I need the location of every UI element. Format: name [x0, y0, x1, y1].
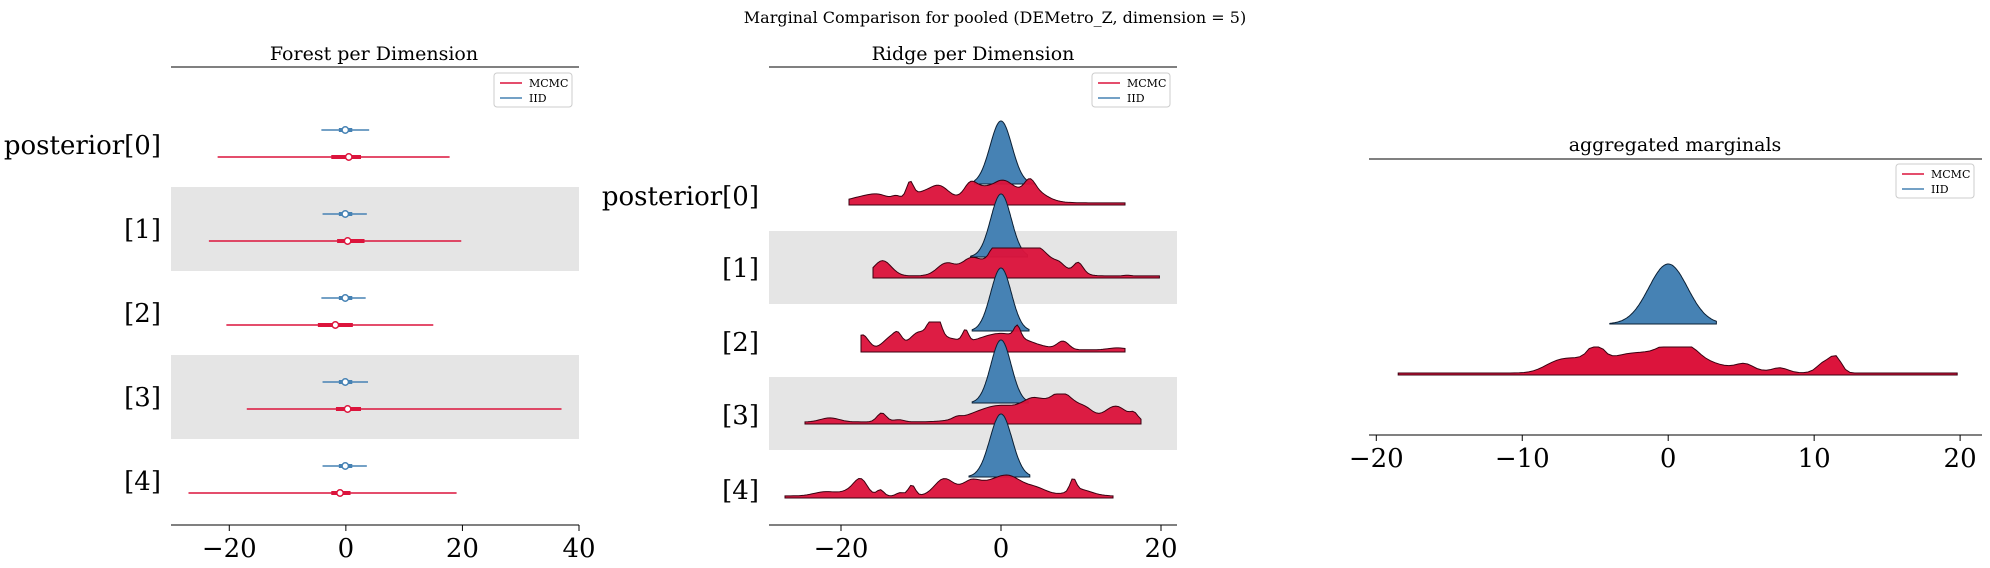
mcmc-density-ridge — [804, 393, 1142, 425]
x-tick-label: 40 — [562, 534, 595, 564]
forest-panel-title: Forest per Dimension — [270, 43, 478, 65]
x-tick-label: −20 — [202, 534, 257, 564]
row-label: [3] — [722, 401, 759, 431]
aggregated-panel: aggregated marginals MCMC IID −20 −10 0 10 20 — [1349, 134, 1982, 474]
row-label: [4] — [722, 476, 759, 506]
x-tick-label: −10 — [1495, 444, 1550, 474]
ridge-panel-title: Ridge per Dimension — [872, 43, 1075, 65]
x-tick-label: −20 — [814, 534, 869, 564]
row-shade-band — [171, 355, 579, 439]
row-label: [1] — [722, 254, 759, 284]
x-tick-label: 0 — [1660, 444, 1677, 474]
iid-median-point — [341, 294, 350, 302]
iid-density-ridge — [971, 339, 1029, 404]
row-label: posterior[0] — [602, 182, 759, 212]
row-shade-band — [171, 187, 579, 271]
legend-label-mcmc: MCMC — [529, 77, 568, 90]
mcmc-median-point — [331, 321, 340, 329]
row-label: [3] — [124, 383, 161, 413]
legend-label-mcmc: MCMC — [1931, 168, 1970, 181]
iid-density-ridge — [974, 120, 1036, 185]
figure-suptitle: Marginal Comparison for pooled (DEMetro_… — [744, 8, 1246, 27]
mcmc-median-point — [336, 489, 344, 497]
mcmc-density-ridge — [848, 178, 1126, 206]
iid-density-ridge — [968, 413, 1031, 478]
x-tick-label: 20 — [1144, 534, 1177, 564]
row-label: [2] — [124, 299, 161, 329]
legend-label-iid: IID — [1931, 183, 1949, 196]
mcmc-density-ridge — [784, 474, 1114, 499]
row-label: [1] — [124, 215, 161, 245]
iid-density-ridge — [971, 267, 1030, 332]
aggregated-panel-title: aggregated marginals — [1569, 134, 1782, 156]
iid-median-point — [341, 126, 350, 134]
mcmc-median-point — [343, 237, 352, 245]
legend-label-iid: IID — [529, 92, 547, 105]
row-label: posterior[0] — [4, 131, 161, 161]
row-label: [4] — [124, 467, 161, 497]
legend-label-mcmc: MCMC — [1127, 77, 1166, 90]
iid-aggregated-density — [1609, 263, 1717, 325]
mcmc-median-point — [343, 405, 352, 413]
iid-median-point — [341, 378, 350, 386]
forest-panel: Forest per Dimension MCMC IID posterior[0]… — [4, 43, 596, 564]
x-tick-label: 20 — [446, 534, 479, 564]
x-tick-label: 0 — [993, 534, 1010, 564]
mcmc-aggregated-density — [1397, 346, 1958, 376]
iid-median-point — [341, 210, 350, 218]
x-tick-label: 20 — [1944, 444, 1977, 474]
mcmc-median-point — [344, 153, 353, 161]
row-label: [2] — [722, 328, 759, 358]
x-tick-label: −20 — [1349, 444, 1404, 474]
x-tick-label: 10 — [1798, 444, 1831, 474]
x-tick-label: 0 — [338, 534, 355, 564]
iid-median-point — [341, 462, 350, 470]
mcmc-density-ridge — [872, 247, 1160, 279]
legend-label-iid: IID — [1127, 92, 1145, 105]
ridge-panel: Ridge per Dimension MCMC IID posterior[0] [… — [602, 43, 1178, 564]
iid-density-ridge — [970, 193, 1028, 258]
mcmc-density-ridge — [860, 321, 1126, 353]
